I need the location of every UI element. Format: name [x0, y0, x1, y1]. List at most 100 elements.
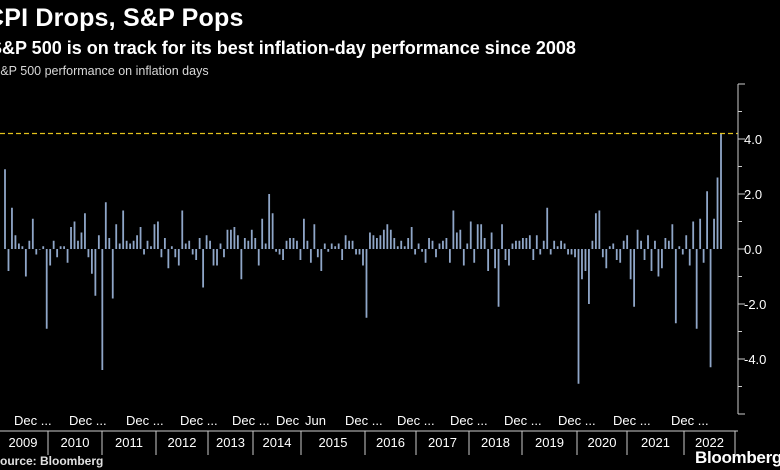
bar: [487, 249, 490, 271]
bar: [118, 243, 121, 249]
bar: [497, 249, 500, 307]
bar: [442, 240, 444, 249]
bar: [87, 249, 90, 258]
source-note: Source: Bloomberg: [0, 454, 104, 468]
bar: [296, 240, 298, 249]
bar: [459, 229, 462, 249]
bar: [63, 246, 65, 249]
bar: [688, 249, 691, 266]
bar: [685, 235, 688, 249]
bar: [553, 240, 556, 249]
x-tick-label-year: 2011: [115, 435, 143, 450]
bar: [4, 169, 6, 249]
bar: [167, 249, 170, 269]
y-tick-label: -4.0: [744, 352, 766, 367]
bar: [35, 249, 38, 255]
bar: [654, 240, 656, 249]
bar: [615, 249, 618, 260]
bar: [351, 240, 354, 249]
bar: [101, 249, 104, 370]
x-tick-label-year: 2018: [481, 435, 510, 450]
bar: [146, 240, 149, 249]
bar: [271, 213, 274, 249]
bar: [170, 246, 173, 249]
bar: [438, 243, 441, 249]
bar: [108, 238, 111, 249]
bar: [212, 249, 215, 266]
bar: [601, 249, 604, 258]
bar: [132, 240, 135, 249]
bar: [382, 229, 385, 249]
bar: [560, 240, 563, 249]
x-tick-label-year: 2022: [695, 435, 724, 450]
bar: [309, 249, 312, 263]
x-tick-label-upper: Dec ...: [232, 413, 270, 428]
bar: [289, 238, 291, 249]
bar: [462, 249, 465, 266]
bar: [216, 249, 218, 266]
bar: [90, 249, 93, 274]
bar: [671, 224, 674, 249]
x-tick-label-upper: Dec ...: [126, 413, 164, 428]
bar: [661, 249, 663, 269]
bar: [608, 246, 611, 249]
x-tick-label-year: 2020: [588, 435, 617, 450]
bar: [97, 235, 100, 249]
bar: [278, 249, 281, 255]
bar: [421, 249, 423, 252]
bar: [42, 246, 45, 249]
bar: [7, 249, 10, 271]
bar: [605, 249, 608, 269]
bar: [542, 240, 545, 249]
x-tick-label-upper: Dec ...: [613, 413, 651, 428]
bar: [45, 249, 48, 329]
bar: [205, 235, 208, 249]
bar: [223, 249, 225, 258]
bar: [469, 221, 472, 249]
bar: [581, 249, 583, 280]
bar: [619, 249, 622, 263]
bar: [379, 235, 382, 249]
x-tick-label-year: 2015: [319, 435, 348, 450]
bar: [184, 243, 187, 249]
bar: [115, 224, 118, 249]
bar: [674, 249, 677, 324]
bar: [567, 249, 569, 255]
bar: [490, 232, 493, 249]
bar: [452, 210, 455, 249]
bar: [14, 235, 17, 249]
bar: [535, 235, 538, 249]
y-tick-label: 4.0: [744, 132, 762, 147]
bar: [247, 240, 250, 249]
bar: [292, 238, 295, 249]
x-tick-label-year: 2009: [9, 435, 38, 450]
bar: [11, 207, 13, 249]
x-tick-label-upper: Dec ...: [14, 413, 52, 428]
bar: [160, 249, 163, 258]
x-tick-label-year: 2016: [376, 435, 405, 450]
bar: [358, 249, 361, 255]
bar: [466, 243, 469, 249]
x-tick-label-upper: Dec ...: [558, 413, 596, 428]
bar: [556, 246, 559, 249]
bar: [264, 243, 267, 249]
x-tick-label-year: 2017: [428, 435, 457, 450]
bar: [320, 249, 323, 271]
bar: [153, 224, 156, 249]
bar: [532, 249, 535, 260]
bar: [285, 240, 288, 249]
bar: [709, 249, 712, 368]
bar: [21, 246, 24, 249]
bar: [396, 246, 399, 249]
bar: [240, 249, 243, 280]
bar: [403, 246, 406, 249]
bar: [678, 246, 681, 249]
bar: [713, 218, 715, 249]
bar: [455, 232, 458, 249]
bar: [622, 240, 625, 249]
bar: [448, 249, 451, 263]
bar: [362, 249, 364, 266]
bar: [629, 249, 632, 280]
bar: [257, 249, 260, 266]
x-tick-label-upper: Dec ...: [504, 413, 542, 428]
